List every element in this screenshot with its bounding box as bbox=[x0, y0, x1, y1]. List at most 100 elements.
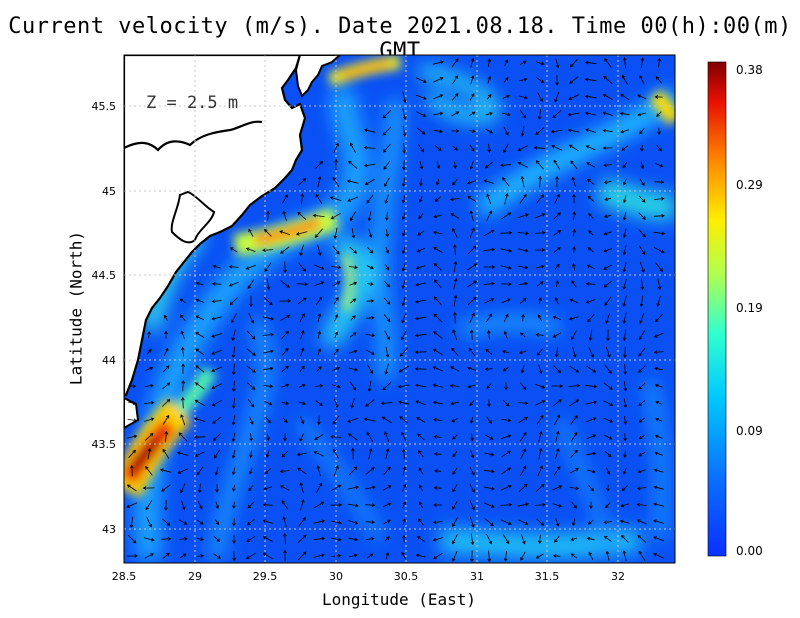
velocity-arrow bbox=[587, 519, 594, 525]
velocity-arrow bbox=[467, 196, 477, 202]
velocity-arrow bbox=[436, 178, 440, 186]
velocity-arrow bbox=[215, 484, 219, 493]
velocity-arrow bbox=[453, 277, 458, 290]
x-tick-label: 30.5 bbox=[394, 570, 419, 583]
velocity-arrow bbox=[486, 383, 492, 389]
velocity-arrow bbox=[368, 228, 373, 238]
velocity-arrow bbox=[638, 365, 646, 373]
velocity-arrow bbox=[433, 214, 442, 219]
velocity-arrow bbox=[414, 316, 427, 321]
plot-frame bbox=[123, 54, 676, 564]
velocity-arrow bbox=[572, 211, 577, 221]
velocity-arrow bbox=[264, 229, 272, 237]
velocity-arrow bbox=[432, 348, 443, 356]
velocity-arrow bbox=[501, 418, 512, 423]
velocity-arrow bbox=[349, 246, 357, 254]
velocity-arrow bbox=[264, 262, 272, 272]
velocity-arrow bbox=[266, 278, 271, 291]
velocity-arrow bbox=[486, 533, 493, 545]
velocity-arrow bbox=[402, 534, 406, 543]
velocity-arrow bbox=[655, 401, 663, 405]
velocity-arrow bbox=[535, 213, 546, 219]
velocity-arrow bbox=[487, 550, 492, 563]
velocity-arrow bbox=[196, 554, 204, 558]
velocity-arrow bbox=[537, 314, 542, 322]
velocity-arrow bbox=[266, 210, 270, 221]
velocity-arrow bbox=[451, 417, 459, 423]
velocity-arrow bbox=[571, 176, 576, 187]
velocity-arrow bbox=[584, 60, 597, 65]
velocity-arrow bbox=[551, 384, 564, 388]
velocity-arrow bbox=[453, 294, 458, 307]
velocity-arrow bbox=[519, 297, 527, 304]
velocity-arrow bbox=[605, 502, 611, 509]
velocity-arrow bbox=[500, 163, 512, 168]
velocity-arrow bbox=[520, 126, 525, 137]
velocity-arrow bbox=[555, 74, 559, 86]
velocity-arrow bbox=[332, 415, 340, 425]
velocity-arrow bbox=[569, 58, 578, 68]
velocity-arrow bbox=[397, 384, 410, 389]
velocity-arrow bbox=[367, 246, 374, 254]
velocity-arrow bbox=[569, 365, 580, 373]
velocity-arrow bbox=[640, 144, 644, 152]
velocity-arrow bbox=[535, 230, 546, 235]
velocity-arrow bbox=[315, 193, 323, 204]
velocity-arrow bbox=[366, 299, 375, 303]
velocity-arrow bbox=[332, 366, 341, 371]
velocity-arrow bbox=[432, 60, 444, 65]
velocity-arrow bbox=[639, 295, 644, 308]
velocity-arrow bbox=[180, 330, 185, 340]
velocity-arrow bbox=[246, 518, 255, 526]
velocity-arrow bbox=[467, 366, 477, 371]
colorbar-tick-label: 0.00 bbox=[736, 544, 763, 558]
velocity-arrow bbox=[603, 264, 613, 270]
velocity-arrow bbox=[283, 261, 287, 274]
velocity-arrow bbox=[144, 553, 154, 559]
velocity-arrow bbox=[639, 178, 645, 186]
velocity-arrow bbox=[332, 448, 340, 459]
velocity-arrow bbox=[555, 517, 560, 527]
velocity-arrow bbox=[553, 365, 562, 374]
velocity-arrow bbox=[347, 485, 359, 490]
velocity-arrow bbox=[211, 282, 222, 286]
velocity-arrow bbox=[296, 452, 307, 457]
velocity-arrow bbox=[299, 482, 304, 494]
velocity-arrow bbox=[315, 296, 323, 305]
velocity-arrow bbox=[638, 330, 646, 341]
velocity-arrow bbox=[589, 501, 593, 510]
velocity-arrow bbox=[452, 178, 458, 186]
velocity-arrow bbox=[487, 75, 492, 84]
velocity-arrow bbox=[585, 400, 597, 405]
velocity-arrow bbox=[211, 349, 223, 355]
velocity-arrow bbox=[655, 163, 664, 168]
velocity-arrow bbox=[587, 247, 595, 253]
velocity-arrow bbox=[180, 483, 186, 494]
velocity-arrow bbox=[504, 382, 508, 391]
velocity-arrow bbox=[332, 176, 340, 187]
velocity-arrow bbox=[588, 551, 594, 560]
velocity-arrow bbox=[501, 282, 512, 286]
x-axis-label: Longitude (East) bbox=[321, 590, 477, 609]
velocity-arrow bbox=[553, 212, 561, 220]
velocity-arrow bbox=[518, 265, 529, 270]
velocity-arrow bbox=[603, 180, 612, 185]
velocity-arrow bbox=[518, 401, 529, 406]
velocity-arrow bbox=[432, 400, 443, 405]
velocity-arrow bbox=[181, 363, 185, 374]
velocity-arrow bbox=[502, 112, 511, 117]
velocity-arrow bbox=[280, 280, 290, 288]
velocity-arrow bbox=[572, 193, 576, 204]
velocity-arrow bbox=[534, 502, 546, 507]
velocity-arrow bbox=[486, 93, 492, 100]
velocity-arrow bbox=[415, 553, 426, 558]
velocity-arrow bbox=[637, 112, 646, 117]
velocity-arrow bbox=[262, 316, 275, 321]
velocity-arrow bbox=[398, 365, 409, 373]
velocity-arrow bbox=[130, 464, 134, 477]
velocity-arrow bbox=[470, 450, 475, 459]
velocity-arrow bbox=[195, 365, 205, 373]
velocity-arrow bbox=[638, 434, 645, 440]
velocity-arrow bbox=[384, 177, 390, 187]
velocity-arrow bbox=[402, 483, 407, 492]
